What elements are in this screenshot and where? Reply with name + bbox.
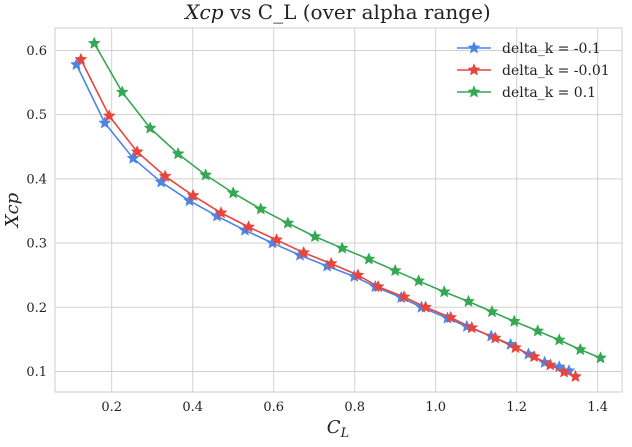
series-layer — [69, 36, 608, 383]
data-point — [594, 351, 608, 364]
data-point — [242, 220, 256, 233]
data-point — [444, 310, 458, 324]
data-point — [543, 358, 557, 371]
plot-frame — [54, 27, 623, 393]
y-tick-label: 0.3 — [26, 237, 47, 252]
data-point — [214, 206, 228, 219]
legend-marker — [467, 41, 481, 54]
data-point — [508, 340, 522, 354]
y-tick-label: 0.1 — [26, 365, 47, 380]
data-point — [98, 116, 112, 129]
chart-title: Xcp vs C_L (over alpha range) — [183, 0, 490, 24]
data-point — [171, 146, 185, 160]
data-point — [488, 331, 502, 344]
data-point — [568, 369, 582, 383]
x-tick-label: 0.8 — [344, 400, 365, 415]
data-point — [102, 109, 116, 122]
data-point — [388, 263, 402, 277]
data-point — [158, 169, 172, 182]
data-point — [281, 216, 295, 229]
x-tick-labels: 0.2 0.4 0.6 0.8 1.0 1.2 1.4 — [101, 400, 608, 415]
x-tick-label: 1.4 — [587, 400, 608, 415]
y-tick-label: 0.2 — [26, 301, 47, 316]
data-point — [186, 188, 200, 202]
data-point — [270, 232, 284, 246]
x-axis-label: CL — [327, 417, 349, 441]
data-point — [465, 320, 479, 334]
data-point — [308, 229, 322, 243]
data-point — [335, 241, 349, 254]
legend-marker — [467, 85, 481, 98]
data-point — [226, 186, 240, 199]
data-point — [485, 304, 499, 318]
data-point — [531, 324, 545, 337]
x-tick-label: 1.2 — [506, 400, 527, 415]
data-point — [254, 202, 268, 215]
x-tick-label: 0.2 — [101, 400, 122, 415]
data-point — [87, 36, 101, 49]
legend-label: delta_k = -0.01 — [502, 63, 610, 79]
data-point — [527, 349, 541, 363]
x-tick-label: 0.4 — [182, 400, 203, 415]
y-tick-label: 0.4 — [26, 172, 47, 187]
data-point — [297, 245, 311, 259]
x-tick-label: 0.6 — [263, 400, 284, 415]
data-point — [412, 274, 426, 287]
data-point — [419, 300, 433, 313]
series-line — [80, 59, 576, 378]
legend: delta_k = -0.1 delta_k = -0.01 delta_k = 0… — [457, 41, 610, 101]
data-point — [199, 168, 213, 181]
data-point — [552, 333, 566, 346]
data-point — [351, 268, 365, 281]
data-point — [557, 365, 571, 378]
data-point — [437, 284, 451, 298]
legend-marker — [467, 63, 481, 76]
data-point — [115, 85, 129, 98]
data-point — [69, 57, 83, 71]
data-point — [74, 52, 88, 65]
data-point — [362, 252, 376, 265]
series-2 — [74, 52, 582, 383]
data-point — [126, 151, 140, 164]
legend-label: delta_k = 0.1 — [502, 85, 596, 101]
y-axis-label: Xcp — [2, 192, 23, 229]
series-3 — [87, 36, 608, 364]
data-point — [507, 314, 521, 327]
legend-label: delta_k = -0.1 — [502, 41, 601, 57]
y-tick-label: 0.6 — [26, 44, 47, 59]
data-point — [130, 145, 144, 158]
data-point — [461, 294, 476, 308]
data-point — [154, 175, 168, 188]
y-tick-label: 0.5 — [26, 108, 47, 123]
data-point — [324, 256, 338, 270]
grid — [55, 28, 622, 392]
y-tick-labels: 0.1 0.2 0.3 0.4 0.5 0.6 — [26, 44, 47, 380]
x-tick-label: 1.0 — [425, 400, 446, 415]
data-point — [573, 342, 587, 356]
data-point — [397, 290, 411, 303]
data-point — [371, 279, 385, 293]
data-point — [143, 121, 157, 134]
